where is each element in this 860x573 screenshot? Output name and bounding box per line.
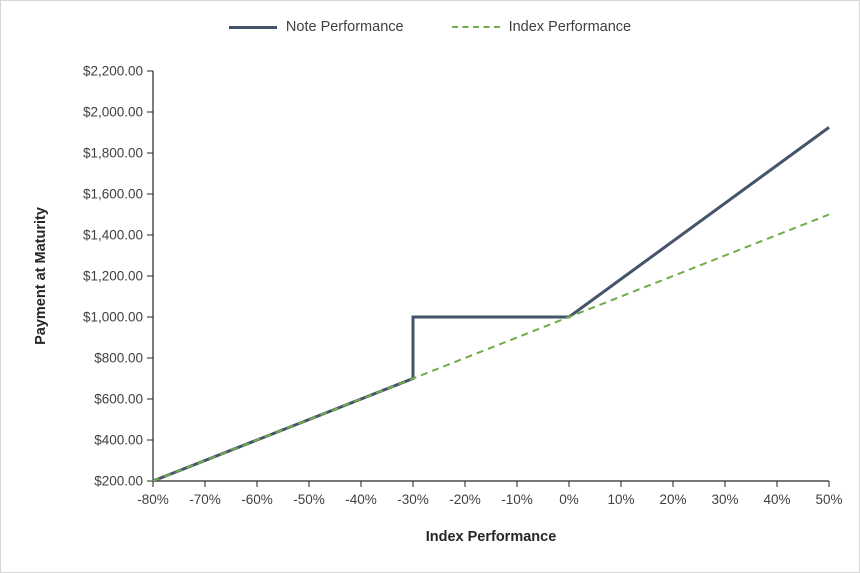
x-tick-label: 30% <box>711 492 738 507</box>
y-tick-label: $1,600.00 <box>83 187 143 202</box>
x-tick-label: -40% <box>345 492 377 507</box>
legend-item-note-performance: Note Performance <box>228 19 404 35</box>
y-tick-label: $1,400.00 <box>83 228 143 243</box>
x-axis-title: Index Performance <box>425 529 557 545</box>
y-tick-label: $400.00 <box>94 433 143 448</box>
x-tick-label: -60% <box>241 492 273 507</box>
note-performance-line <box>152 126 830 483</box>
x-tick-label: -50% <box>293 492 325 507</box>
index-performance-line <box>152 213 830 482</box>
note-performance-line-swatch <box>228 25 277 29</box>
legend-label: Note Performance <box>285 19 404 35</box>
y-tick-label: $2,200.00 <box>83 64 143 79</box>
legend-label: Index Performance <box>508 19 632 35</box>
y-tick-label: $1,200.00 <box>83 269 143 284</box>
x-tick-label: 40% <box>763 492 790 507</box>
x-tick-label: -70% <box>189 492 221 507</box>
x-tick-label: 0% <box>559 492 579 507</box>
x-tick-label: -30% <box>397 492 429 507</box>
legend-item-index-performance: Index Performance <box>451 19 632 35</box>
y-tick-label: $200.00 <box>94 474 143 489</box>
y-tick-label: $1,800.00 <box>83 146 143 161</box>
x-tick-label: 20% <box>659 492 686 507</box>
x-tick-label: 50% <box>815 492 842 507</box>
y-tick-label: $1,000.00 <box>83 310 143 325</box>
y-tick-label: $2,000.00 <box>83 105 143 120</box>
x-tick-label: 10% <box>607 492 634 507</box>
x-tick-label: -80% <box>137 492 169 507</box>
index-performance-line-swatch <box>451 26 500 28</box>
x-tick-label: -20% <box>449 492 481 507</box>
x-tick-label: -10% <box>501 492 533 507</box>
legend: Note Performance Index Performance <box>1 19 859 35</box>
y-tick-label: $600.00 <box>94 392 143 407</box>
y-tick-label: $800.00 <box>94 351 143 366</box>
